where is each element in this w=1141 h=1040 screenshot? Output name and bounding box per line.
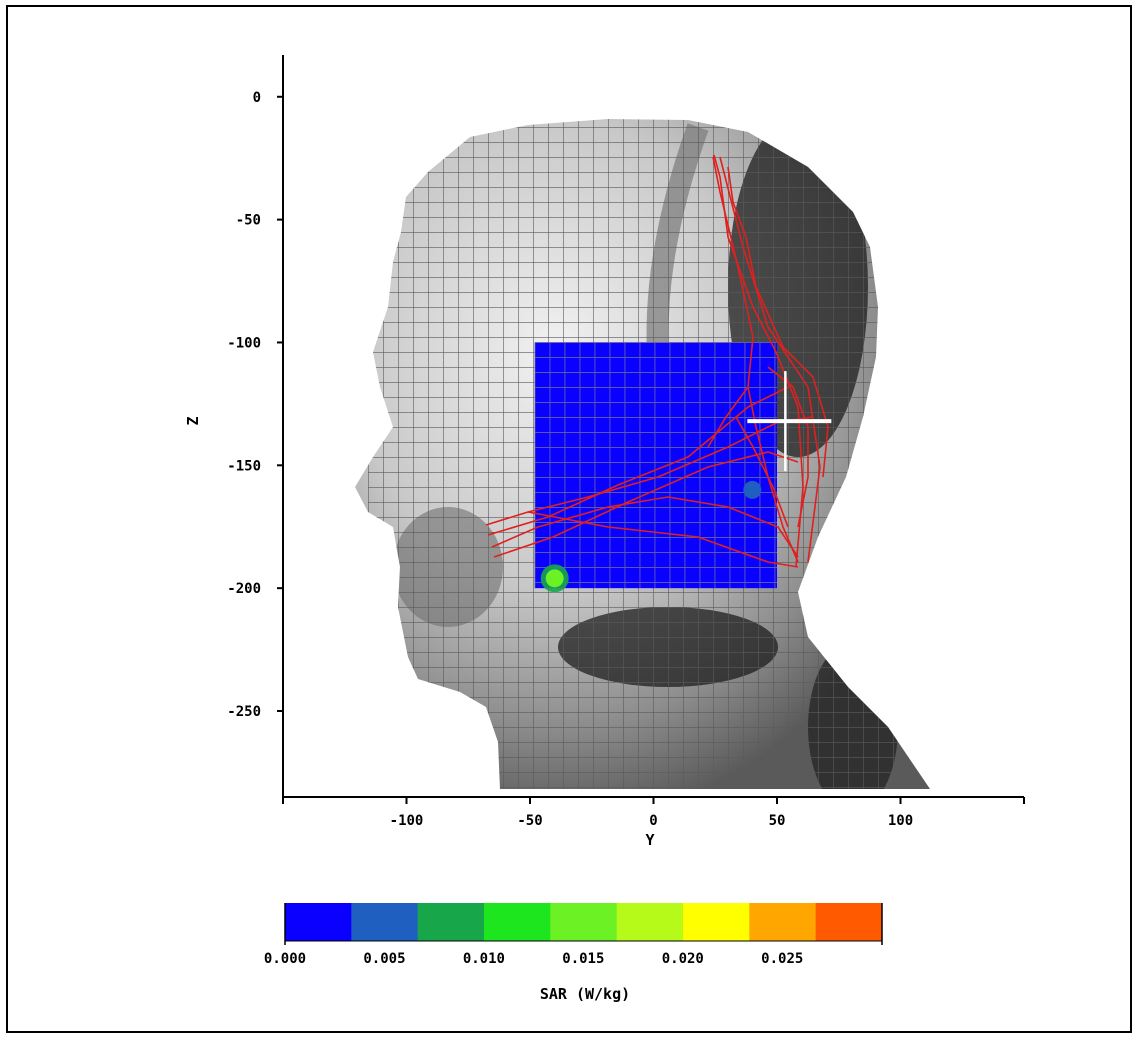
colorbar-swatch (616, 903, 684, 941)
colorbar-swatch (683, 903, 750, 941)
sar-region-layer (534, 341, 777, 593)
sar-plot: -100 -50 0 50 100 0 -50 -100 -150 -200 -250 Y Z 0.… (184, 55, 1025, 1003)
x-tick-label: 50 (769, 813, 786, 829)
colorbar-swatch (285, 903, 352, 941)
figure-frame: -100 -50 0 50 100 0 -50 -100 -150 -200 -250 Y Z 0.… (6, 5, 1132, 1033)
colorbar-tick-label: 0.020 (662, 951, 704, 967)
head-model (355, 119, 930, 789)
x-tick-label: -50 (517, 813, 542, 829)
colorbar-label: SAR (W/kg) (540, 985, 630, 1003)
sar-region (534, 342, 777, 589)
colorbar-swatch (550, 903, 618, 941)
y-tick-label: -200 (227, 581, 261, 597)
y-tick-label: -150 (227, 458, 261, 474)
x-axis-label: Y (645, 831, 654, 849)
colorbar-swatch (749, 903, 817, 941)
colorbar-swatch (351, 903, 419, 941)
colorbar: 0.000 0.005 0.010 0.015 0.020 0.025 (264, 903, 883, 967)
tick-layer: -100 -50 0 50 100 0 -50 -100 -150 -200 -250 (227, 90, 1025, 829)
sar-hotspot (540, 564, 569, 593)
y-axis-label: Z (184, 416, 202, 425)
sar-hotspot (743, 480, 762, 499)
y-tick-label: -50 (236, 213, 261, 229)
y-tick-label: -100 (227, 335, 261, 351)
colorbar-tick-label: 0.000 (264, 951, 306, 967)
colorbar-tick-label: 0.005 (363, 951, 405, 967)
colorbar-tick-label: 0.010 (463, 951, 505, 967)
x-tick-label: -100 (390, 813, 424, 829)
crosshair-marker (747, 371, 832, 472)
colorbar-swatch (417, 903, 485, 941)
colorbar-tick-label: 0.015 (562, 951, 604, 967)
y-tick-label: 0 (253, 90, 261, 106)
colorbar-swatch (815, 903, 883, 941)
x-tick-label: 100 (888, 813, 913, 829)
x-tick-label: 0 (649, 813, 657, 829)
y-tick-label: -250 (227, 704, 261, 720)
colorbar-swatch (484, 903, 551, 941)
colorbar-tick-label: 0.025 (761, 951, 803, 967)
